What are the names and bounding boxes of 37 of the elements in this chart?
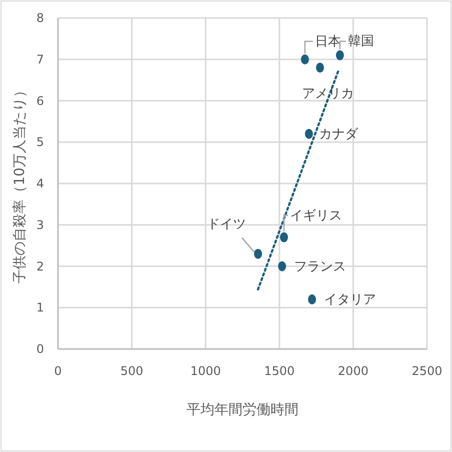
annotation: ドイツ	[207, 216, 254, 252]
x-tick-label: 2500	[412, 364, 442, 378]
annotation: 日本	[314, 34, 341, 50]
x-tick-label: 1000	[190, 364, 221, 378]
point	[278, 261, 286, 272]
y-tick-label: 6	[36, 94, 44, 108]
y-tick-label: 4	[36, 176, 44, 190]
annotation: カナダ	[318, 126, 358, 142]
point	[316, 62, 324, 73]
y-tick-label: 7	[36, 52, 44, 66]
annotation: イタリア	[324, 292, 376, 308]
x-tick-label: 0	[54, 364, 62, 378]
y-axis-title: 子供の自殺率（10万人当たり）	[12, 84, 28, 284]
x-tick-label: 2000	[338, 364, 368, 378]
annotation: 韓国	[339, 34, 374, 50]
y-tick-label: 2	[36, 259, 44, 274]
point	[254, 248, 262, 259]
annotation: イギリス	[283, 208, 342, 232]
y-tick-label: 1	[36, 300, 44, 315]
point	[300, 54, 309, 64]
annotation: 韓国	[348, 34, 374, 50]
y-tick-label: 3	[36, 218, 44, 232]
annotation: イギリス	[290, 208, 342, 224]
y-tick-label: 0	[36, 342, 44, 356]
x-axis-title: 平均年間労働時間	[186, 402, 298, 418]
annotation: フランス	[294, 259, 346, 274]
x-tick-label: 500	[120, 364, 144, 378]
annotation: ドイツ	[207, 216, 246, 232]
x-tick-label: 1500	[264, 364, 295, 378]
point	[336, 50, 344, 60]
point	[280, 232, 288, 242]
y-tick-label: 8	[36, 11, 44, 25]
y-tick-label: 5	[36, 135, 44, 150]
annotation: アメリカ	[302, 86, 354, 102]
annotation: 日本	[304, 34, 341, 54]
point	[308, 294, 316, 304]
point	[304, 128, 313, 139]
